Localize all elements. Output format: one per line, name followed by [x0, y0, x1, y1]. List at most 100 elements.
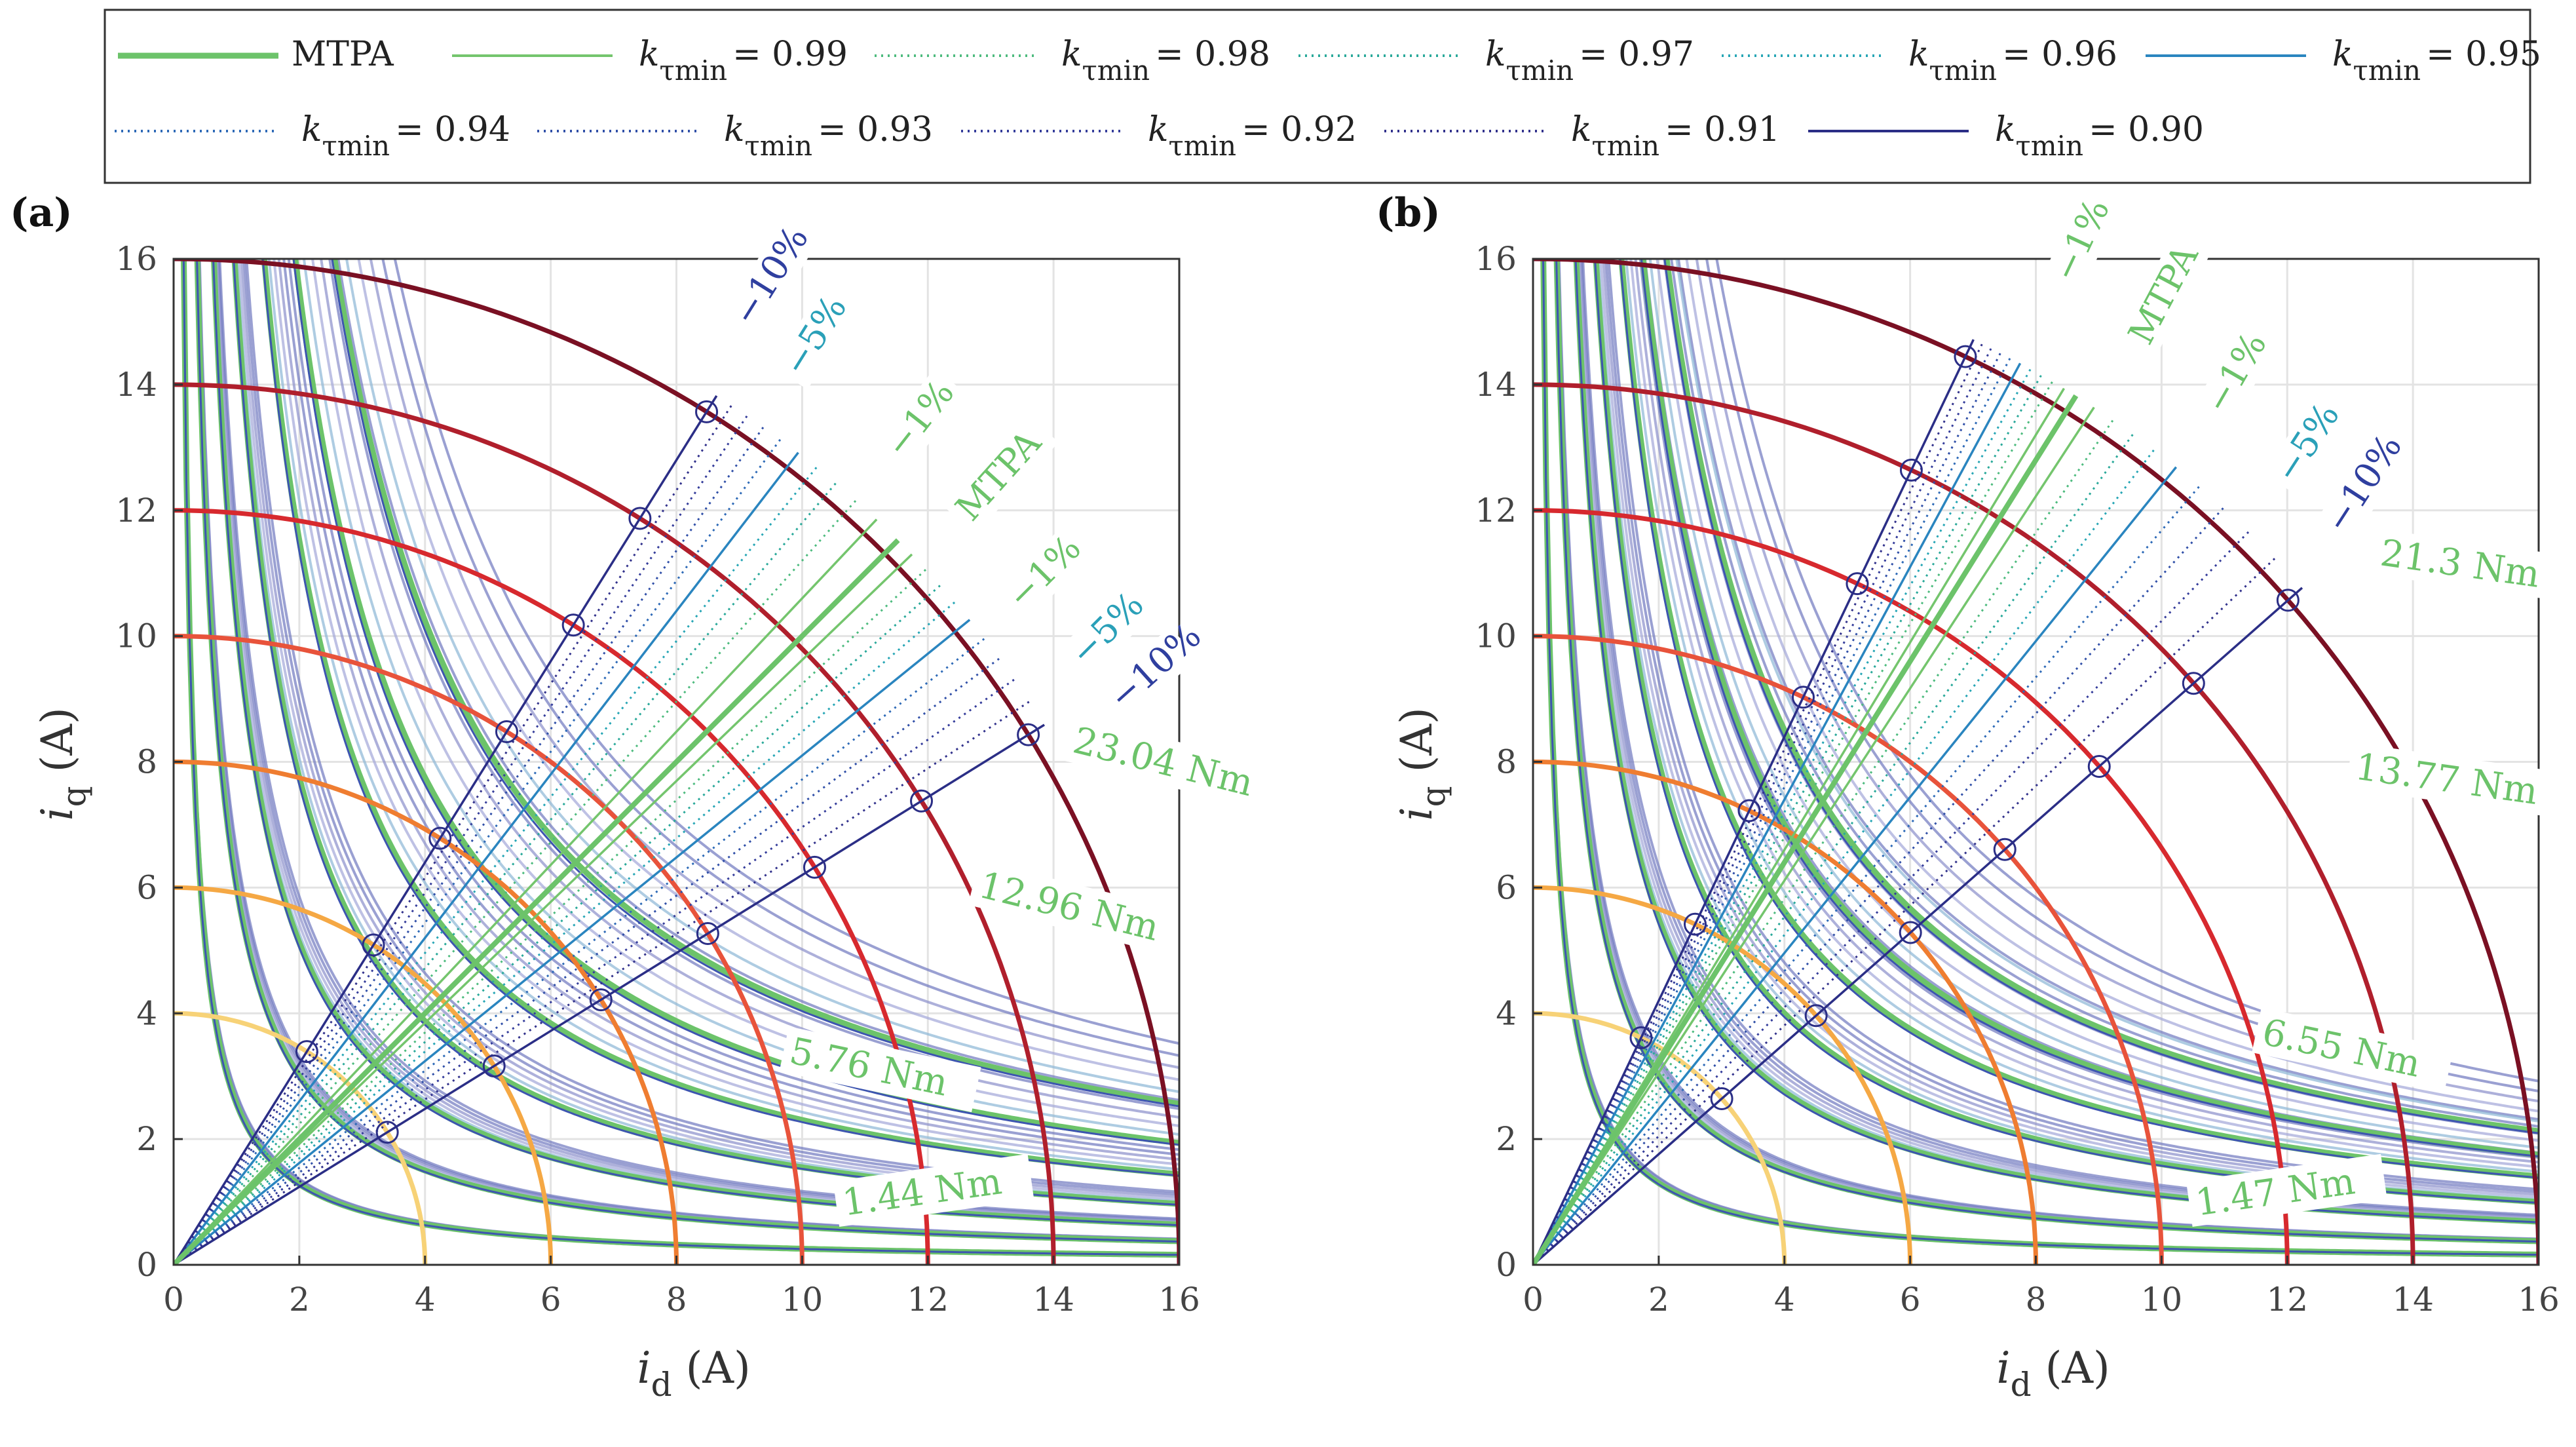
x-axis-label: id (A): [637, 1343, 751, 1404]
legend-k-value: = 0.97: [1579, 35, 1694, 74]
panel-b: (b) 00 2 2 4 4 6 6 8 8 10 10 12 12 14 14 16 16 id (A) iq (…: [1376, 187, 2573, 1404]
legend-k-symbol: k: [1485, 35, 1506, 74]
torque-curve: [331, 259, 1179, 1107]
k-ray: [174, 724, 1045, 1265]
legend-k-label-7: kτmin = 0.92: [1148, 110, 1357, 162]
envelope-label-bg: [721, 233, 810, 339]
x-tick-label: 12: [907, 1281, 949, 1319]
operating-point-marker: [2087, 754, 2111, 778]
k-ray: [1533, 368, 2032, 1265]
legend-k-symbol: k: [1995, 110, 2016, 149]
operating-point-marker: [362, 933, 385, 957]
k-ray: [174, 452, 799, 1265]
x-axis-label: id (A): [1997, 1343, 2110, 1404]
panel-label-a: (a): [10, 190, 73, 236]
k-ray: [1533, 507, 2225, 1265]
operating-point-marker: [589, 988, 613, 1012]
operating-point-marker: [2276, 588, 2300, 612]
current-circle-4A: [1533, 1011, 1787, 1265]
operating-point-marker: [1791, 685, 1815, 709]
envelope-label-bg: [944, 414, 1059, 535]
legend-k-label-1: kτmin = 0.98: [1061, 35, 1270, 87]
k-ray: [1533, 406, 2095, 1265]
legend-k-subscript: τmin: [2353, 54, 2421, 87]
torque-curve: [381, 259, 1179, 1057]
legend-k-label-5: kτmin = 0.94: [301, 110, 510, 162]
legend-k-value: = 0.91: [1665, 110, 1780, 149]
y-tick-label: 8: [1496, 743, 1517, 781]
torque-curve: [1578, 259, 2539, 1221]
y-tick-label: 0: [136, 1246, 157, 1284]
envelope-label-bg: [2313, 441, 2403, 547]
k-ray: [1533, 339, 1975, 1265]
k-ray: [1533, 381, 2054, 1265]
torque-curve: [1604, 259, 2539, 1193]
legend-k-subscript: τmin: [322, 130, 390, 162]
k-ray: [174, 415, 748, 1265]
legend-k-value: = 0.96: [2002, 35, 2117, 74]
operating-point-marker: [1710, 1087, 1733, 1110]
panel-label-b: (b): [1376, 190, 1441, 236]
operating-point-marker: [428, 826, 452, 850]
operating-point-marker: [1846, 572, 1869, 596]
legend-k-value: = 0.92: [1241, 110, 1357, 149]
current-circle-8A: [1533, 760, 2038, 1265]
y-tick-label: 0: [1496, 1246, 1517, 1284]
k-ray: [174, 518, 878, 1265]
torque-curve-edge: [182, 259, 1179, 1256]
operating-point-marker: [803, 855, 826, 879]
k-ray: [1533, 347, 1992, 1265]
mtpa-line: [1533, 394, 2079, 1265]
panel-a: (a) 00 2 2 4 4 6 6 8 8 10 10 12 12 14 14 16 16 id (A) iq (…: [10, 190, 1264, 1404]
torque-curve-edge: [331, 259, 1179, 1108]
torque-label-bg: [779, 1026, 981, 1113]
operating-point-marker: [1899, 921, 1922, 944]
k-ray: [1533, 486, 2201, 1265]
torque-curve: [1597, 259, 2539, 1201]
k-ray: [174, 568, 927, 1265]
k-ray: [1533, 433, 2134, 1265]
x-tick-label: 4: [1774, 1281, 1795, 1319]
legend-k-symbol: k: [1061, 35, 1082, 74]
torque-label-bg: [2186, 1153, 2387, 1227]
envelope-label-bg: [1058, 580, 1158, 680]
operating-point-marker: [628, 507, 652, 530]
k-ray: [1533, 357, 2011, 1265]
torque-label-bg: [2371, 529, 2573, 602]
k-ray: [174, 426, 765, 1265]
mtpa-line: [174, 538, 900, 1265]
k-ray: [174, 701, 1031, 1265]
torque-curve: [1625, 259, 2539, 1173]
operating-point-marker: [375, 1121, 399, 1144]
x-tick-label: 16: [1158, 1281, 1200, 1319]
operating-point-marker: [1954, 345, 1977, 368]
k-ray: [174, 619, 971, 1265]
current-circle-12A: [1533, 508, 2290, 1265]
legend-k-symbol: k: [1571, 110, 1592, 149]
x-tick-label: 4: [415, 1281, 436, 1319]
x-tick-label: 14: [1032, 1281, 1074, 1319]
legend-k-subscript: τmin: [660, 54, 728, 87]
legend-k-label-4: kτmin = 0.95: [2332, 35, 2541, 87]
operating-point-marker: [1899, 458, 1923, 482]
current-circle-16A: [1533, 259, 2539, 1265]
legend-k-symbol: k: [2332, 35, 2353, 74]
torque-label-bg: [2345, 743, 2547, 816]
legend-k-label-6: kτmin = 0.93: [724, 110, 933, 162]
x-tick-label: 12: [2266, 1281, 2308, 1319]
legend-k-subscript: τmin: [1082, 54, 1150, 87]
k-ray: [1533, 466, 2178, 1265]
x-tick-label: 8: [666, 1281, 687, 1319]
legend-k-label-8: kτmin = 0.91: [1571, 110, 1780, 162]
envelope-label-bg: [2263, 391, 2353, 497]
torque-curve-edge: [196, 259, 1179, 1243]
torque-curve: [218, 259, 1179, 1220]
torque-curve: [277, 259, 1179, 1161]
legend-k-value: = 0.99: [732, 35, 848, 74]
torque-curve: [245, 259, 1179, 1193]
x-tick-label: 10: [782, 1281, 824, 1319]
legend-k-value: = 0.95: [2426, 35, 2541, 74]
legend-k-subscript: τmin: [1592, 130, 1660, 162]
y-tick-label: 10: [1475, 617, 1517, 655]
torque-curve: [1676, 259, 2539, 1121]
